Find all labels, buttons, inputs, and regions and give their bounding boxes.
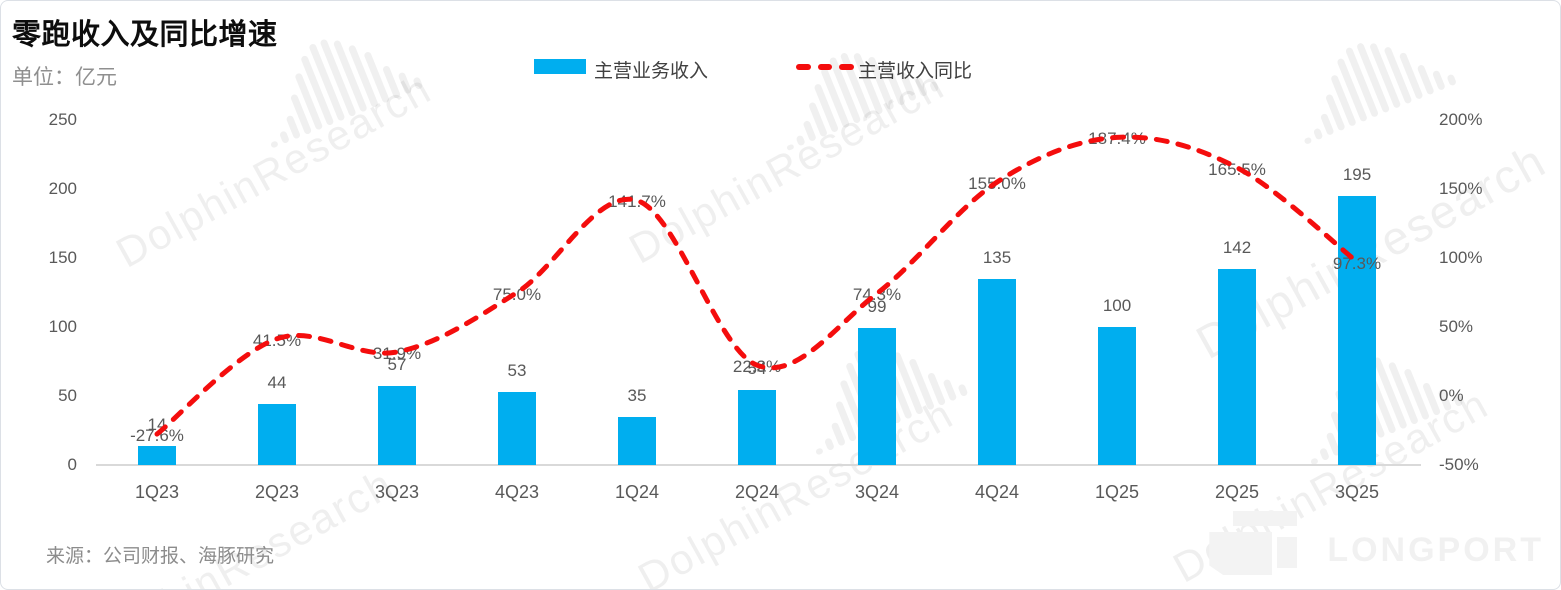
y-axis-tick-left: 250 — [48, 110, 77, 129]
revenue-bar — [1218, 269, 1256, 465]
y-axis-tick-right: -50% — [1439, 455, 1479, 474]
longport-icon — [1209, 511, 1298, 575]
watermark-text: DolphinResearch — [108, 64, 440, 277]
growth-value-label: 31.9% — [372, 343, 422, 363]
revenue-bar — [738, 390, 776, 465]
watermark-text: DolphinResearch — [621, 60, 953, 273]
y-axis-tick-right: 0% — [1439, 386, 1464, 405]
legend-line-label: 主营收入同比 — [858, 61, 973, 82]
y-axis-tick-left: 100 — [48, 317, 77, 336]
revenue-bar — [498, 391, 536, 465]
bar-value-label: 195 — [1342, 164, 1372, 184]
page-title: 零跑收入及同比增速 — [12, 19, 278, 51]
watermark-barcode — [762, 25, 940, 151]
source-note: 来源：公司财报、海豚研究 — [46, 546, 275, 567]
x-axis-label: 2Q23 — [254, 482, 300, 502]
y-axis-tick-left: 150 — [48, 248, 77, 267]
x-axis-label: 3Q25 — [1334, 482, 1380, 502]
y-axis-tick-right: 100% — [1439, 248, 1483, 267]
growth-value-label: -27.6% — [130, 426, 184, 446]
x-axis-label: 1Q23 — [134, 482, 180, 502]
longport-logo: LONGPORT — [1209, 511, 1544, 575]
growth-value-label: 22.3% — [732, 357, 782, 377]
watermark-text: DolphinResearch — [630, 389, 962, 590]
revenue-bar — [618, 416, 656, 465]
bar-value-label: 53 — [507, 360, 527, 380]
y-axis-tick-right: 150% — [1439, 179, 1483, 198]
legend-bar-swatch — [534, 59, 586, 74]
watermark-text: DolphinResearch — [70, 459, 402, 590]
unit-label: 单位：亿元 — [12, 66, 117, 89]
revenue-bar — [258, 404, 296, 465]
x-axis-label: 1Q25 — [1094, 482, 1140, 502]
growth-value-label: 74.3% — [852, 285, 902, 305]
bar-value-label: 100 — [1102, 296, 1132, 315]
revenue-bar — [858, 328, 896, 465]
growth-value-label: 165.5% — [1208, 159, 1266, 179]
y-axis-tick-right: 200% — [1439, 110, 1483, 129]
y-axis-tick-left: 0 — [67, 455, 77, 474]
x-axis-line — [96, 464, 1421, 466]
x-axis-label: 2Q24 — [734, 482, 780, 502]
growth-value-label: 141.7% — [608, 192, 666, 212]
growth-value-label: 155.0% — [968, 174, 1026, 194]
revenue-bar — [978, 278, 1016, 465]
x-axis-label: 4Q23 — [494, 482, 540, 502]
revenue-bar — [1098, 327, 1136, 465]
bar-value-label: 135 — [982, 247, 1012, 267]
bar-value-label: 35 — [627, 385, 647, 405]
y-axis-tick-left: 50 — [58, 386, 77, 405]
y-axis-tick-right: 50% — [1439, 317, 1474, 336]
y-axis-tick-left: 200 — [48, 179, 77, 198]
growth-value-label: 97.3% — [1332, 253, 1382, 273]
revenue-bar — [1338, 195, 1376, 465]
x-axis-label: 4Q24 — [974, 482, 1020, 502]
revenue-bar — [138, 445, 176, 465]
growth-value-label: 75.0% — [492, 284, 542, 304]
bar-value-label: 44 — [267, 373, 287, 393]
growth-value-label: 41.5% — [252, 330, 302, 350]
growth-value-label: 187.4% — [1088, 129, 1146, 149]
revenue-bar — [378, 386, 416, 465]
longport-wordmark: LONGPORT — [1327, 531, 1544, 569]
bar-value-label: 142 — [1222, 238, 1252, 258]
legend-line-swatch — [796, 64, 855, 70]
watermark-barcode — [1278, 15, 1457, 145]
legend-bar-label: 主营业务收入 — [594, 61, 709, 82]
x-axis-label: 2Q25 — [1214, 482, 1260, 502]
x-axis-label: 3Q24 — [854, 482, 900, 502]
x-axis-label: 1Q24 — [614, 482, 660, 502]
x-axis-label: 3Q23 — [374, 482, 420, 502]
